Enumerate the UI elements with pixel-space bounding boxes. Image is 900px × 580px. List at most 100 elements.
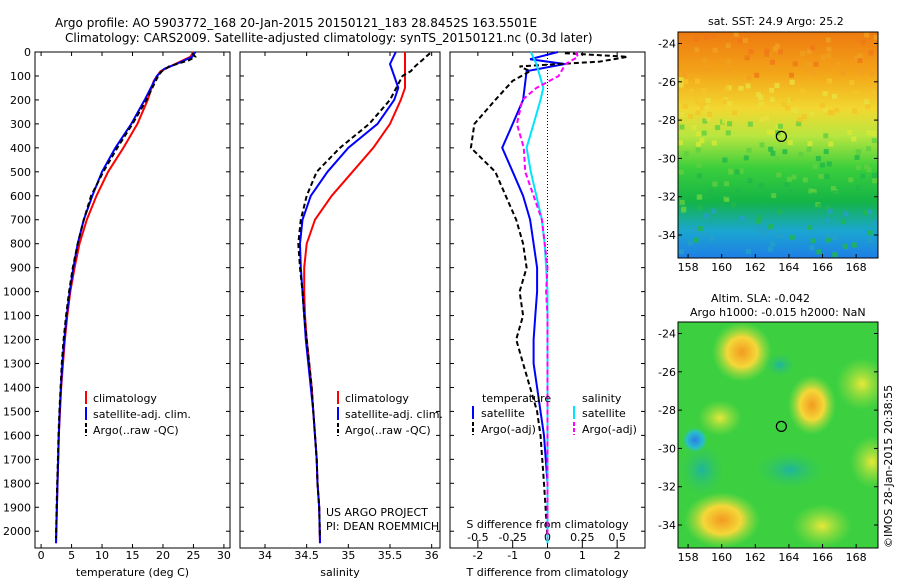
x-axis-label: T difference from climatology [466, 566, 629, 579]
sst-pixel [813, 61, 819, 67]
legend-satellite: satellite-adj. clim. [93, 408, 191, 421]
sst-pixel [746, 75, 752, 81]
depth-tick-label: 800 [10, 238, 31, 251]
x-tick-label: 35 [341, 549, 355, 562]
sst-pixel [697, 204, 703, 210]
sst-pixel [815, 156, 821, 162]
sst-pixel [702, 118, 708, 124]
sst-pixel [784, 182, 790, 188]
sst-texture [678, 32, 878, 258]
sst-pixel [809, 94, 815, 100]
sst-pixel [697, 226, 703, 231]
sst-pixel [744, 55, 750, 61]
sst-pixel [869, 71, 874, 77]
sst-pixel [759, 117, 765, 123]
sst-pixel [808, 188, 814, 194]
legend-salinity-title: salinity [582, 392, 622, 405]
sst-pixel [867, 209, 873, 215]
sst-pixel [699, 138, 705, 144]
sla-map-title1: Altim. SLA: -0.042 [711, 292, 810, 305]
x-tick-label: 20 [156, 549, 170, 562]
sst-pixel [860, 173, 866, 179]
sst-pixel [807, 225, 813, 230]
x-tick-label: 34 [258, 549, 272, 562]
sst-pixel [679, 111, 685, 117]
map-y-tick-label: -24 [658, 37, 676, 50]
imos-credit: ©IMOS 28-Jan-2015 20:38:55 [882, 385, 895, 548]
sst-pixel [678, 82, 684, 88]
sst-pixel [786, 176, 792, 182]
sst-pixel [702, 58, 708, 64]
sst-pixel [694, 36, 699, 42]
sst-pixel [872, 173, 877, 178]
series-satellite-adj-clim- [55, 51, 197, 544]
sst-pixel [696, 141, 702, 147]
depth-tick-label: 100 [10, 70, 31, 83]
legend-argo: Argo(..raw -QC) [345, 424, 431, 437]
sst-pixel [694, 47, 700, 53]
map-x-tick-label: 166 [812, 551, 833, 564]
sst-pixel [806, 146, 812, 152]
sst-pixel [725, 130, 731, 136]
sla-map-panel: Altim. SLA: -0.042 Argo h1000: -0.015 h2… [677, 292, 879, 549]
sst-pixel [710, 32, 716, 38]
sst-pixel [791, 174, 797, 180]
sst-pixel [759, 230, 765, 236]
depth-tick-label: 600 [10, 190, 31, 203]
sst-pixel [683, 79, 689, 85]
sst-pixel [726, 85, 732, 91]
depth-tick-label: 1700 [3, 453, 31, 466]
sst-pixel [858, 53, 864, 59]
depth-tick-label: 1200 [3, 334, 31, 347]
temperature-legend: climatology satellite-adj. clim. Argo(..… [85, 391, 191, 437]
sst-map-axes: 158 160 162 164 166 168 -24 -26 -28 -30 -32 -34 [658, 37, 878, 274]
sst-pixel [811, 192, 817, 198]
sst-pixel [870, 90, 876, 96]
sst-pixel [863, 210, 869, 216]
panel-frame [239, 51, 441, 549]
sst-pixel [712, 181, 718, 187]
sst-pixel [827, 78, 832, 84]
sst-pixel [825, 217, 830, 223]
sst-pixel [742, 38, 748, 44]
map-x-tick-label: 164 [778, 261, 799, 274]
sst-pixel [820, 54, 826, 60]
sst-pixel [687, 240, 693, 246]
x-axis-label: salinity [320, 566, 360, 579]
sst-pixel [788, 188, 794, 194]
map-x-tick-label: 168 [846, 261, 867, 274]
sst-pixel [776, 172, 782, 178]
sst-pixel [856, 149, 862, 155]
map-y-tick-label: -32 [658, 191, 676, 204]
map-x-tick-label: 168 [846, 551, 867, 564]
sst-pixel [832, 190, 838, 196]
sst-pixel [734, 169, 740, 175]
sst-pixel [725, 192, 730, 198]
sst-pixel [738, 85, 744, 91]
sst-pixel [721, 118, 727, 124]
sst-pixel [855, 185, 861, 191]
sst-pixel [864, 32, 870, 38]
sst-pixel [775, 233, 781, 239]
sst-pixel [849, 80, 855, 86]
sst-pixel [679, 124, 685, 130]
sst-pixel [827, 208, 833, 214]
sst-pixel [834, 107, 840, 113]
sst-pixel [773, 94, 779, 100]
depth-tick-label: 1400 [3, 381, 31, 394]
sst-pixel [822, 91, 828, 97]
sst-pixel [701, 231, 707, 237]
depth-tick-label: 1000 [3, 286, 31, 299]
map-y-tick-label: -34 [658, 519, 676, 532]
sst-pixel [726, 101, 732, 107]
sst-pixel [725, 68, 731, 74]
sst-pixel [704, 213, 710, 219]
sst-pixel [864, 99, 870, 105]
series-climatology [303, 52, 406, 544]
map-x-tick-label: 158 [678, 261, 699, 274]
sst-pixel [697, 194, 703, 200]
sst-pixel [756, 92, 761, 98]
sst-pixel [695, 99, 701, 105]
x-tick-label: 36 [425, 549, 439, 562]
map-x-tick-label: 160 [711, 261, 732, 274]
